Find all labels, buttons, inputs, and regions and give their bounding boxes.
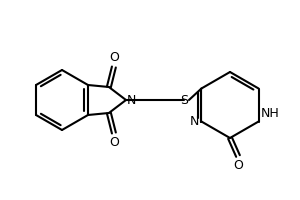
Text: N: N bbox=[190, 115, 200, 128]
Text: NH: NH bbox=[261, 107, 279, 120]
Text: O: O bbox=[233, 159, 243, 172]
Text: O: O bbox=[109, 136, 119, 149]
Text: N: N bbox=[127, 94, 136, 106]
Text: S: S bbox=[180, 94, 188, 106]
Text: O: O bbox=[109, 51, 119, 64]
